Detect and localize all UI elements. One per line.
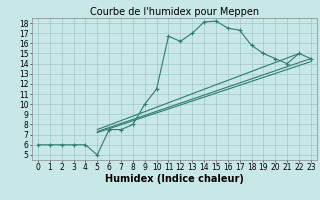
Title: Courbe de l'humidex pour Meppen: Courbe de l'humidex pour Meppen xyxy=(90,7,259,17)
X-axis label: Humidex (Indice chaleur): Humidex (Indice chaleur) xyxy=(105,174,244,184)
